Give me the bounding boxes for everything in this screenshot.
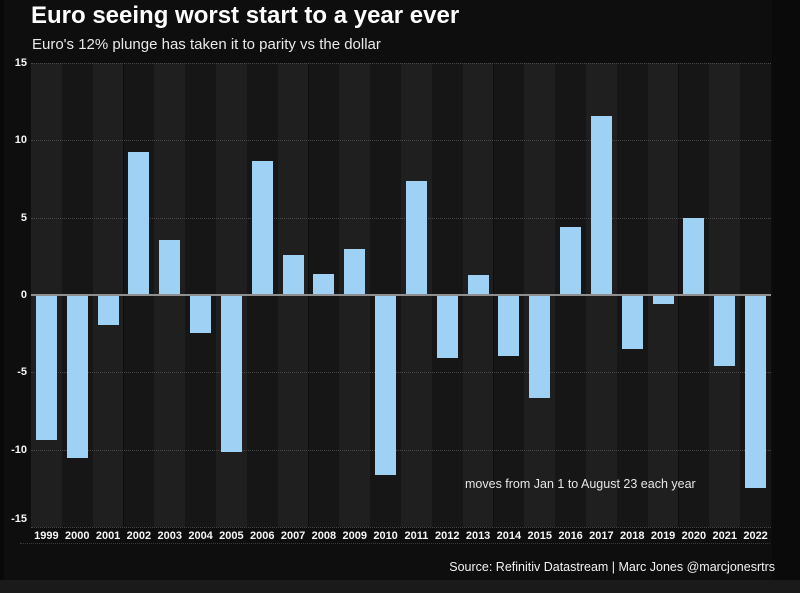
- chart-subtitle: Euro's 12% plunge has taken it to parity…: [32, 36, 381, 53]
- bar-1999: [35, 296, 57, 440]
- bar-2006: [251, 160, 273, 294]
- bar-2016: [560, 227, 582, 294]
- x-tick-label-1999: 1999: [34, 530, 59, 542]
- x-tick-label-2021: 2021: [712, 530, 737, 542]
- x-tick-label-2018: 2018: [620, 530, 645, 542]
- chart-title: Euro seeing worst start to a year ever: [31, 2, 460, 29]
- x-tick-label-2002: 2002: [126, 530, 152, 542]
- x-tick-label-2010: 2010: [373, 530, 398, 542]
- bar-2018: [621, 296, 643, 349]
- axis-bottom-dotted-line: [20, 543, 770, 544]
- gridline--15: [31, 527, 771, 528]
- x-tick-label-2014: 2014: [496, 530, 522, 542]
- x-tick-label-2008: 2008: [311, 530, 337, 542]
- bar-2007: [282, 255, 304, 294]
- bar-2004: [190, 296, 212, 334]
- gridline-15: [31, 63, 771, 64]
- x-tick-label-2006: 2006: [250, 530, 275, 542]
- y-tick-label-10: 10: [14, 134, 27, 147]
- bar-2012: [436, 296, 458, 358]
- x-tick-label-2017: 2017: [589, 530, 614, 542]
- gridline--5: [31, 372, 771, 374]
- x-tick-label-2013: 2013: [465, 530, 491, 542]
- gridline--10: [31, 449, 771, 451]
- bar-2000: [66, 296, 88, 459]
- y-tick-label-5: 5: [20, 211, 27, 224]
- y-tick-label--15: -15: [11, 513, 27, 525]
- bar-2015: [529, 296, 551, 399]
- x-tick-label-2005: 2005: [219, 530, 244, 542]
- x-tick-label-2016: 2016: [558, 530, 583, 542]
- x-tick-label-2011: 2011: [404, 530, 429, 542]
- bar-2008: [313, 273, 335, 294]
- y-tick-label-15: 15: [14, 57, 27, 69]
- bar-2022: [745, 296, 767, 488]
- bar-2017: [590, 116, 612, 294]
- x-tick-label-2001: 2001: [95, 530, 121, 542]
- zero-line: [31, 294, 771, 296]
- bar-2019: [652, 296, 674, 304]
- bar-2002: [128, 151, 150, 294]
- y-tick-label-0: 0: [20, 289, 27, 301]
- x-tick-label-2020: 2020: [681, 530, 707, 542]
- x-tick-label-2022: 2022: [743, 530, 768, 542]
- y-tick-label--10: -10: [11, 443, 27, 456]
- x-tick-label-2003: 2003: [157, 530, 182, 542]
- x-tick-label-2007: 2007: [280, 530, 306, 542]
- bar-2021: [714, 296, 736, 366]
- bottom-window-strip: [0, 580, 800, 593]
- plot-area: [31, 63, 771, 528]
- bar-2011: [405, 181, 427, 294]
- bar-2009: [344, 249, 366, 294]
- bar-2010: [375, 296, 397, 476]
- bar-2013: [467, 275, 489, 294]
- bar-2014: [498, 296, 520, 357]
- gridline-10: [31, 140, 771, 142]
- x-tick-label-2000: 2000: [65, 530, 90, 542]
- bar-2003: [159, 239, 181, 294]
- x-tick-label-2019: 2019: [650, 530, 676, 542]
- right-margin: [772, 0, 800, 593]
- x-tick-label-2004: 2004: [188, 530, 213, 542]
- x-tick-label-2009: 2009: [342, 530, 367, 542]
- x-tick-label-2012: 2012: [435, 530, 460, 542]
- gridline-5: [31, 217, 771, 219]
- bar-2005: [220, 296, 242, 453]
- left-edge-strip: [0, 0, 4, 593]
- bar-2020: [683, 218, 705, 294]
- source-credit: Source: Refinitiv Datastream | Marc Jone…: [449, 560, 775, 574]
- x-tick-label-2015: 2015: [527, 530, 552, 542]
- annotation-note: moves from Jan 1 to August 23 each year: [465, 477, 696, 491]
- y-tick-label--5: -5: [17, 366, 27, 379]
- bar-2001: [97, 296, 119, 326]
